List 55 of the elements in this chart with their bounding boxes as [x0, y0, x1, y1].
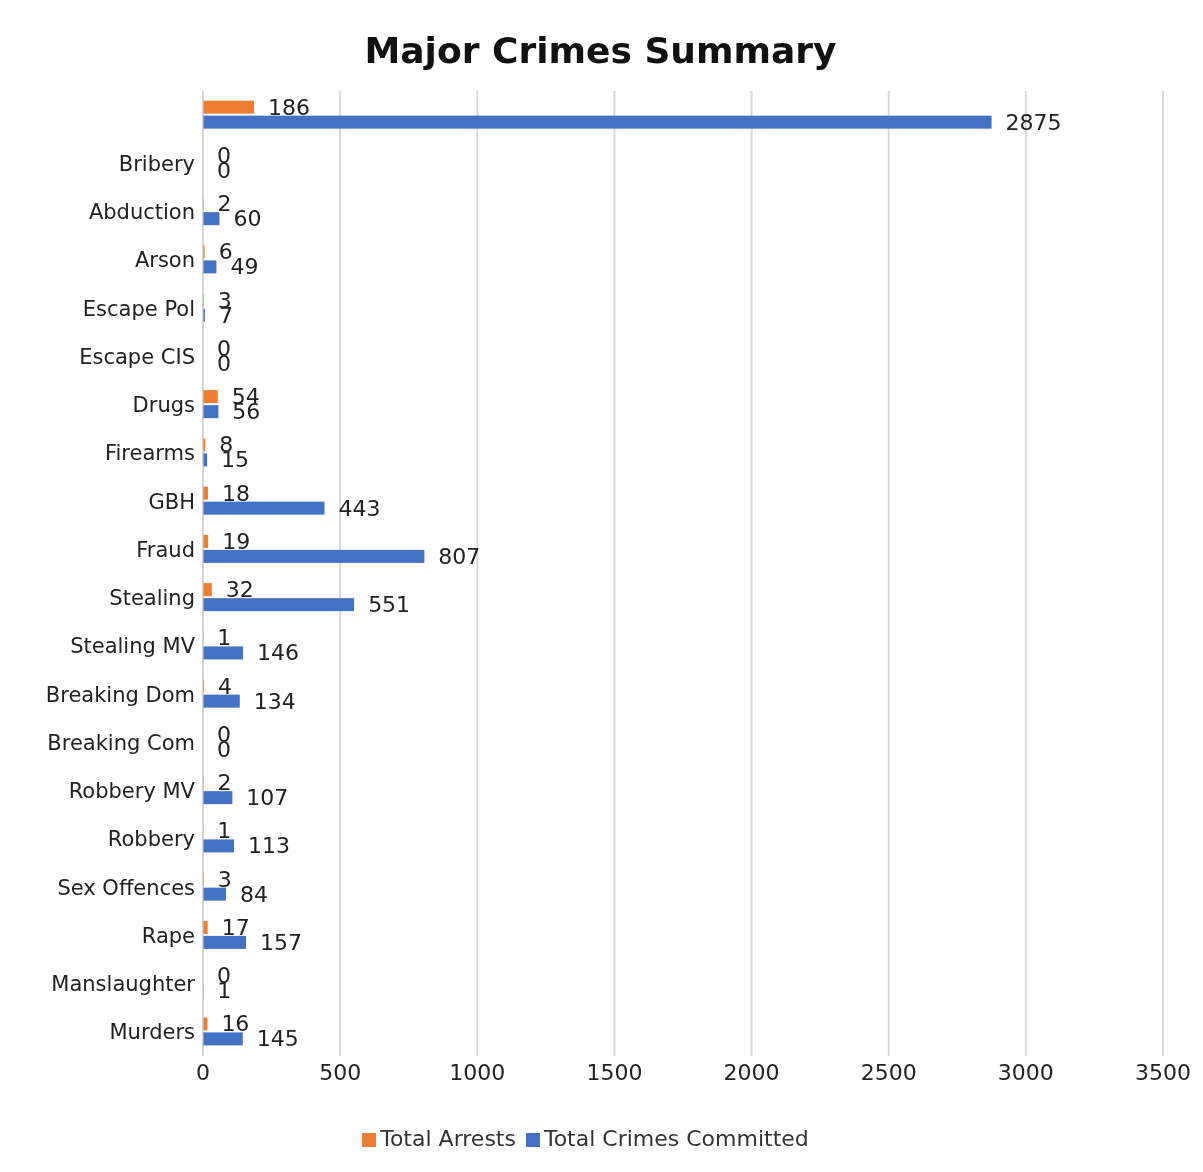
- y-tick-label: Bribery: [118, 151, 195, 176]
- data-label: 107: [246, 785, 289, 811]
- data-label: 145: [256, 1026, 299, 1052]
- y-tick-label: Escape CIS: [79, 344, 195, 369]
- y-tick-label: Sex Offences: [57, 875, 195, 900]
- x-tick-label: 1500: [586, 1059, 643, 1085]
- y-tick-label: Escape Pol: [82, 296, 195, 321]
- y-tick-label: GBH: [148, 489, 195, 514]
- data-label: 157: [260, 929, 303, 955]
- y-tick-label: Manslaughter: [51, 972, 196, 997]
- y-tick-label: Robbery: [107, 827, 195, 852]
- data-label: 32: [225, 577, 254, 603]
- y-tick-label: Arson: [134, 248, 195, 273]
- data-label: 2: [217, 770, 232, 796]
- data-label: 2875: [1005, 109, 1062, 135]
- data-label: 113: [247, 833, 290, 859]
- y-tick-label: Breaking Com: [47, 730, 195, 755]
- data-label: 146: [257, 640, 300, 666]
- x-tick-label: 3000: [997, 1059, 1054, 1085]
- data-label: 443: [338, 495, 381, 521]
- data-label: 60: [233, 206, 262, 232]
- data-label: 807: [438, 543, 481, 569]
- data-label: 4: [218, 673, 233, 699]
- chart-title: Major Crimes Summary: [363, 29, 838, 73]
- data-label: 17: [221, 914, 250, 940]
- data-label: 551: [368, 592, 411, 618]
- y-tick-label: Robbery MV: [68, 779, 196, 804]
- y-tick-label: Stealing MV: [70, 634, 196, 659]
- y-tick-label: Abduction: [88, 200, 195, 225]
- x-tick-label: 3500: [1135, 1059, 1191, 1085]
- data-label: 2: [217, 191, 232, 217]
- y-tick-label: Drugs: [132, 393, 195, 418]
- x-tick-label: 500: [319, 1059, 362, 1085]
- data-label: 3: [217, 866, 232, 892]
- x-tick-label: 1000: [449, 1059, 506, 1085]
- y-tick-label: Murders: [109, 1020, 195, 1045]
- data-label: 6: [218, 239, 233, 265]
- data-label: 1: [217, 818, 232, 844]
- legend-label: Total Arrests: [380, 1126, 516, 1151]
- y-tick-label: Rape: [141, 923, 195, 948]
- data-label: 19: [222, 528, 251, 554]
- y-tick-label: Firearms: [104, 441, 195, 466]
- data-label: 84: [240, 881, 269, 907]
- x-tick-label: 2000: [723, 1059, 780, 1085]
- y-tick-label: Stealing: [109, 586, 195, 611]
- data-label: 186: [268, 94, 311, 120]
- x-tick-label: 0: [196, 1059, 210, 1085]
- legend-label: Total Crimes Committed: [543, 1126, 809, 1151]
- data-label: 18: [221, 480, 250, 506]
- x-tick-label: 2500: [860, 1059, 917, 1085]
- data-label: 1: [217, 625, 232, 651]
- y-tick-label: Fraud: [136, 537, 195, 562]
- data-label: 134: [253, 688, 296, 714]
- data-label: 16: [221, 1011, 250, 1037]
- y-tick-label: Breaking Dom: [45, 682, 195, 707]
